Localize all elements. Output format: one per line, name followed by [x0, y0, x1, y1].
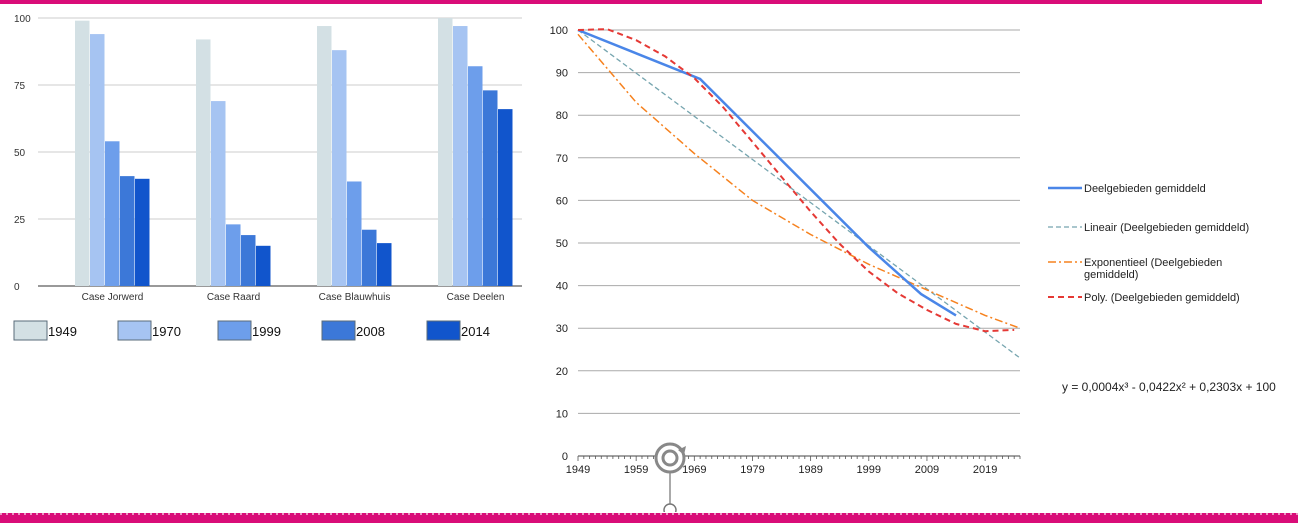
bar — [438, 18, 453, 286]
bar-chart-categories: Case Jorwerd Case Raard Case Blauwhuis Case… — [82, 292, 505, 303]
line-legend-label: Deelgebieden gemiddeld — [1084, 183, 1206, 195]
bar-chart-bars — [75, 18, 513, 287]
bar-chart: 0 25 50 75 100 Case Jorwerd Case Raard Case Bl… — [13, 14, 522, 341]
bar — [196, 39, 211, 286]
line-legend-label: gemiddeld) — [1084, 269, 1138, 281]
bar — [75, 20, 90, 287]
bar — [317, 26, 332, 286]
bar-y-tick-label: 50 — [14, 148, 26, 159]
bar-legend-label: 2008 — [356, 324, 385, 339]
bar — [135, 178, 150, 286]
rotate-icon[interactable] — [654, 442, 686, 474]
line-y-tick-label: 70 — [556, 153, 568, 165]
line-x-tick-label: 1989 — [798, 464, 822, 476]
rotate-handle[interactable] — [654, 442, 686, 512]
bar — [453, 26, 468, 286]
bar-legend-swatch — [321, 320, 356, 341]
line-chart-y-ticks: 0 10 20 30 40 50 60 70 80 90 100 — [550, 25, 568, 463]
line-x-tick-label: 1979 — [740, 464, 764, 476]
bar-category-label: Case Blauwhuis — [319, 292, 391, 303]
top-accent-bar — [0, 0, 1262, 4]
bar — [90, 34, 105, 286]
bar — [498, 109, 513, 287]
bar-legend-label: 1949 — [48, 324, 77, 339]
bar — [347, 181, 362, 286]
series-line-exponentieel — [577, 33, 1021, 329]
line-chart-grid — [578, 29, 1020, 457]
bar — [377, 243, 392, 286]
line-x-tick-label: 2009 — [915, 464, 939, 476]
bar — [256, 245, 271, 286]
line-chart-legend: Deelgebieden gemiddeld Lineair (Deelgebie… — [1048, 183, 1249, 304]
bar-category-label: Case Raard — [207, 292, 260, 303]
line-y-tick-label: 80 — [556, 110, 568, 122]
bar-y-tick-label: 25 — [14, 215, 26, 226]
line-y-tick-label: 50 — [556, 238, 568, 250]
line-legend-label: Lineair (Deelgebieden gemiddeld) — [1084, 222, 1249, 234]
bar-legend-label: 1970 — [152, 324, 181, 339]
line-chart-x-ticks: 1949 1959 1969 1979 1989 1999 2009 2019 — [566, 456, 1021, 476]
bar — [105, 141, 120, 286]
line-y-tick-label: 30 — [556, 323, 568, 335]
bar-legend-swatch — [217, 320, 252, 341]
bar — [120, 176, 135, 286]
line-legend-label: Exponentieel (Deelgebieden — [1084, 257, 1222, 269]
trend-equation: y = 0,0004x³ - 0,0422x² + 0,2303x + 100 — [1062, 380, 1276, 394]
bar-legend-swatch — [13, 320, 48, 341]
bar-legend-swatch — [117, 320, 152, 341]
bar — [241, 235, 256, 286]
series-line-main — [577, 28, 957, 317]
bar — [226, 224, 241, 286]
line-y-tick-label: 40 — [556, 281, 568, 293]
bar — [362, 229, 377, 286]
line-y-tick-label: 20 — [556, 366, 568, 378]
line-y-tick-label: 90 — [556, 68, 568, 80]
bar-chart-legend: 1949 1970 1999 2008 2014 — [13, 320, 490, 341]
line-y-tick-label: 0 — [562, 451, 568, 463]
bar-legend-label: 1999 — [252, 324, 281, 339]
line-chart-series — [577, 28, 1021, 359]
line-x-tick-label: 1949 — [566, 464, 590, 476]
bar-category-label: Case Jorwerd — [82, 292, 144, 303]
line-y-tick-label: 100 — [550, 25, 568, 37]
bottom-accent-bar — [0, 513, 1298, 523]
bar — [332, 50, 347, 286]
line-x-tick-label: 2019 — [973, 464, 997, 476]
top-bar-gap — [1262, 0, 1298, 4]
bar-category-label: Case Deelen — [447, 292, 505, 303]
bar — [211, 101, 226, 286]
bottom-bar-pattern — [0, 513, 1298, 515]
bar-y-tick-label: 0 — [14, 282, 20, 293]
bar-legend-swatch — [426, 320, 461, 341]
line-x-tick-label: 1999 — [857, 464, 881, 476]
line-y-tick-label: 60 — [556, 195, 568, 207]
series-line-poly — [577, 28, 1015, 333]
bar-y-tick-label: 100 — [14, 14, 31, 25]
line-x-tick-label: 1959 — [624, 464, 648, 476]
line-y-tick-label: 10 — [556, 408, 568, 420]
bar-chart-y-ticks: 0 25 50 75 100 — [14, 14, 31, 293]
series-line-lineair — [577, 29, 1021, 359]
line-legend-label: Poly. (Deelgebieden gemiddeld) — [1084, 292, 1240, 304]
bar — [468, 66, 483, 287]
bar-legend-label: 2014 — [461, 324, 490, 339]
bar-y-tick-label: 75 — [14, 81, 26, 92]
line-x-tick-label: 1969 — [682, 464, 706, 476]
bar — [483, 90, 498, 286]
